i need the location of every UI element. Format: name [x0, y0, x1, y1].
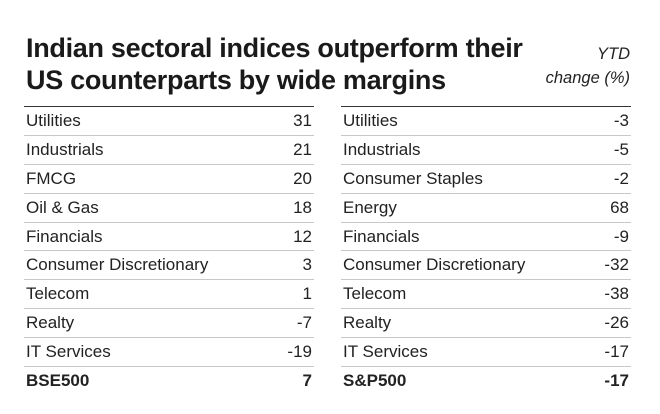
- table-row: Financials 12: [24, 223, 314, 252]
- ytd-value: 18: [293, 197, 312, 217]
- table-row: Utilities 31: [24, 107, 314, 136]
- table-row: IT Services -17: [341, 338, 631, 368]
- total-row: S&P500 -17: [341, 367, 631, 396]
- index-name: S&P500: [343, 371, 407, 391]
- sector-name: FMCG: [26, 168, 77, 188]
- ytd-value: 12: [293, 226, 312, 246]
- sector-name: Realty: [343, 313, 392, 333]
- sector-name: Consumer Staples: [343, 168, 483, 188]
- ytd-value: -19: [287, 342, 312, 362]
- sector-name: Realty: [26, 313, 75, 333]
- table-row: Consumer Discretionary 3: [24, 251, 314, 281]
- sector-name: Telecom: [343, 284, 407, 304]
- ytd-value: -3: [613, 110, 629, 130]
- ytd-value: 31: [293, 110, 312, 130]
- ytd-change-label: YTD change (%): [546, 42, 630, 90]
- table-row: Telecom 1: [24, 280, 314, 310]
- table-row: Realty -7: [24, 309, 314, 339]
- ytd-value: 3: [302, 255, 312, 275]
- table-row: Consumer Staples -2: [341, 165, 631, 194]
- index-name: BSE500: [26, 371, 90, 391]
- table-row: Financials -9: [341, 223, 631, 252]
- ytd-value: -38: [604, 284, 629, 304]
- table-row: Energy 68: [341, 194, 631, 223]
- us-sector-table: Utilities -3 Industrials -5 Consumer Stapl…: [341, 106, 631, 396]
- sector-name: Consumer Discretionary: [343, 255, 526, 275]
- sector-name: Energy: [343, 197, 397, 217]
- ytd-value: -26: [604, 313, 629, 333]
- table-row: IT Services -19: [24, 338, 314, 368]
- table-row: Utilities -3: [341, 107, 631, 136]
- table-row: Oil & Gas 18: [24, 194, 314, 223]
- sector-name: Industrials: [343, 139, 421, 159]
- india-sector-table: Utilities 31 Industrials 21 FMCG 20 Oil & G…: [24, 106, 314, 396]
- ytd-label-line1: YTD: [597, 45, 630, 63]
- sector-name: Financials: [26, 226, 103, 246]
- sector-name: Consumer Discretionary: [26, 255, 209, 275]
- sector-name: IT Services: [343, 342, 428, 362]
- ytd-value: -7: [296, 313, 312, 333]
- index-value: -17: [604, 371, 629, 391]
- ytd-value: -9: [613, 226, 629, 246]
- ytd-label-line2: change (%): [545, 69, 630, 87]
- page-title: Indian sectoral indices outperform their…: [26, 33, 523, 95]
- ytd-value: -5: [613, 139, 629, 159]
- table-row: Telecom -38: [341, 280, 631, 310]
- ytd-value: -2: [613, 168, 629, 188]
- ytd-value: 68: [610, 197, 629, 217]
- sector-name: IT Services: [26, 342, 111, 362]
- sector-name: Telecom: [26, 284, 90, 304]
- ytd-value: -17: [604, 342, 629, 362]
- table-row: Realty -26: [341, 309, 631, 339]
- table-row: Industrials -5: [341, 136, 631, 165]
- sector-name: Financials: [343, 226, 420, 246]
- ytd-value: 1: [302, 284, 312, 304]
- sector-name: Utilities: [26, 110, 81, 130]
- ytd-value: 21: [293, 139, 312, 159]
- index-value: 7: [302, 371, 312, 391]
- sector-name: Oil & Gas: [26, 197, 99, 217]
- table-row: Consumer Discretionary -32: [341, 251, 631, 281]
- sector-name: Utilities: [343, 110, 398, 130]
- table-row: FMCG 20: [24, 165, 314, 194]
- ytd-value: -32: [604, 255, 629, 275]
- total-row: BSE500 7: [24, 367, 314, 396]
- sector-name: Industrials: [26, 139, 104, 159]
- table-row: Industrials 21: [24, 136, 314, 165]
- ytd-value: 20: [293, 168, 312, 188]
